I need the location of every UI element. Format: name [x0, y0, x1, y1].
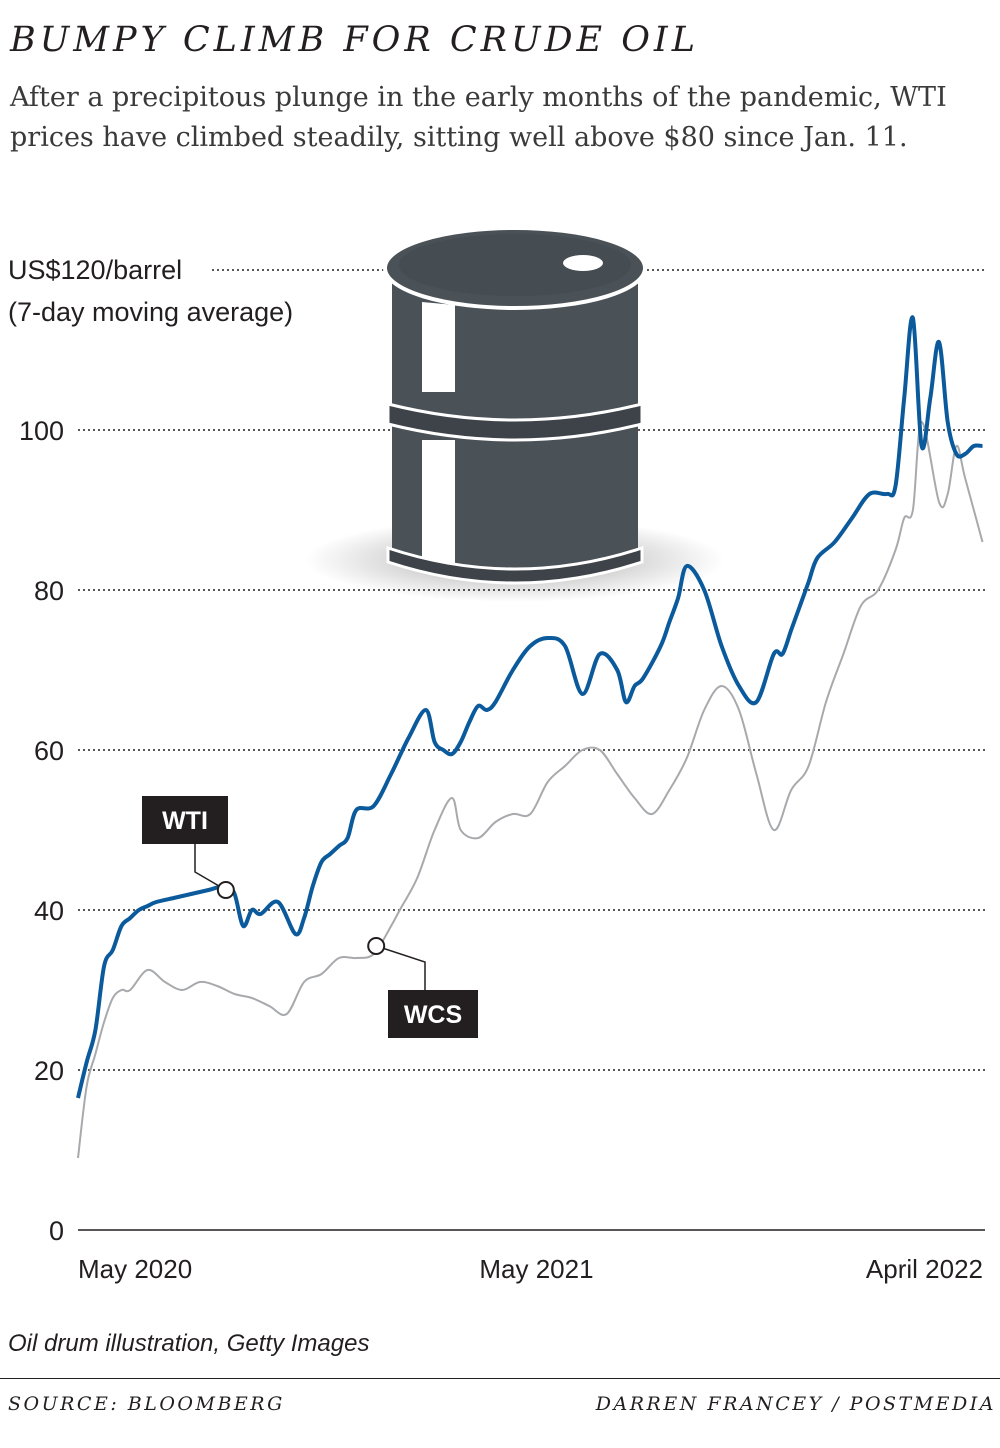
x-tick-label-1: May 2021 [479, 1254, 593, 1284]
x-tick-label-0: May 2020 [78, 1254, 192, 1284]
legend-label-wcs: WCS [404, 1001, 462, 1029]
legend-label-wti: WTI [162, 807, 208, 835]
illustration-credit: Oil drum illustration, Getty Images [8, 1330, 370, 1357]
annotation-marker-wti [216, 881, 235, 899]
legend-label-wti-box [142, 796, 228, 844]
x-axis-ticks: May 2020 May 2021 April 2022 [78, 1254, 983, 1284]
annotation-wcs: WCS [367, 937, 478, 1038]
y-tick-label-60: 60 [34, 736, 64, 766]
legend-label-wcs-box [388, 990, 478, 1038]
y-tick-label-80: 80 [34, 576, 64, 606]
annotation-wti: WTI [142, 796, 235, 899]
footer-divider [0, 1378, 1000, 1379]
oil-drum-icon [305, 226, 725, 602]
y-axis-label: US$120/barrel [8, 255, 182, 285]
y-axis-sublabel: (7-day moving average) [8, 297, 293, 327]
x-tick-label-2: April 2022 [866, 1254, 983, 1284]
y-tick-label-40: 40 [34, 896, 64, 926]
y-tick-label-100: 100 [19, 416, 64, 446]
source-label: SOURCE: BLOOMBERG [8, 1393, 285, 1415]
annotation-marker-wcs [367, 937, 386, 955]
y-tick-label-20: 20 [34, 1056, 64, 1086]
y-axis-ticks: 0 20 40 60 80 100 [19, 416, 64, 1246]
y-tick-label-0: 0 [49, 1216, 64, 1246]
chart-subtitle: After a precipitous plunge in the early … [10, 82, 947, 153]
series-line-wcs [77, 420, 984, 1159]
byline: DARREN FRANCEY / POSTMEDIA [595, 1393, 996, 1415]
chart-title: BUMPY CLIMB FOR CRUDE OIL [10, 20, 699, 60]
